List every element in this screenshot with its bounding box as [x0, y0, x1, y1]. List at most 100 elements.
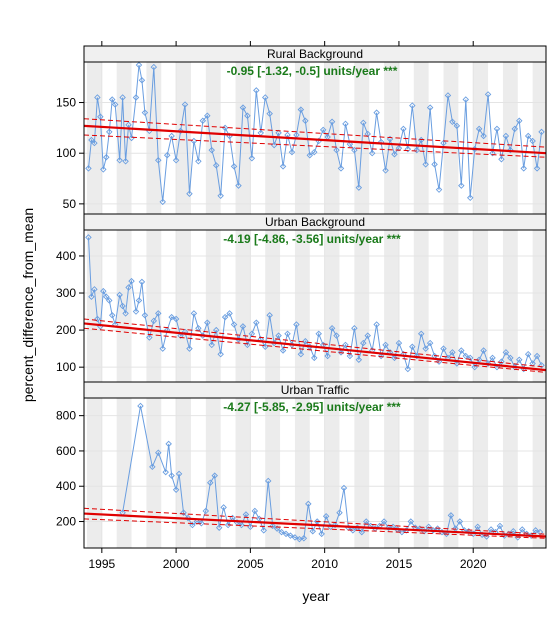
panel-title: Rural Background	[267, 47, 363, 61]
data-point	[520, 165, 527, 172]
data-point	[199, 117, 207, 125]
data-point	[135, 61, 143, 69]
data-point	[85, 234, 92, 241]
data-point	[135, 297, 143, 304]
data-point	[480, 132, 487, 140]
data-point	[239, 323, 247, 330]
year-stripe	[205, 398, 221, 548]
trend-ci-lower	[83, 134, 547, 158]
year-stripe	[265, 230, 281, 382]
data-point	[351, 325, 358, 332]
data-point	[116, 157, 123, 164]
data-point	[111, 101, 119, 108]
data-point	[302, 117, 309, 125]
year-stripe	[443, 398, 459, 548]
year-stripe	[473, 398, 489, 548]
y-axis-label: percent_difference_from_mean	[20, 208, 36, 402]
data-point	[132, 308, 140, 315]
data-point	[489, 149, 496, 157]
data-point	[346, 352, 354, 360]
data-point	[391, 354, 398, 362]
data-point	[217, 350, 224, 358]
data-point	[400, 125, 407, 133]
data-point	[467, 354, 474, 362]
x-tick-label: 2020	[460, 557, 487, 571]
data-point	[168, 472, 175, 479]
data-point	[220, 504, 227, 511]
trend-ci-lower	[83, 327, 547, 373]
data-point	[398, 528, 406, 536]
data-point	[253, 319, 260, 326]
data-point	[484, 360, 492, 367]
data-point	[239, 104, 247, 111]
data-point	[333, 332, 340, 339]
data-point	[159, 198, 166, 206]
data-point	[141, 312, 149, 319]
data-point	[261, 343, 269, 351]
data-point	[291, 534, 299, 541]
data-point	[88, 293, 95, 300]
data-point	[106, 297, 113, 304]
data-point	[337, 349, 345, 356]
y-tick-label: 100	[56, 146, 76, 160]
year-stripe	[413, 398, 429, 548]
data-point	[269, 522, 276, 530]
data-point	[533, 352, 541, 360]
data-point	[467, 194, 474, 202]
data-point	[487, 526, 495, 533]
data-point	[108, 96, 116, 103]
data-point	[302, 337, 309, 345]
data-point	[435, 358, 443, 365]
data-point	[226, 310, 233, 317]
data-point	[538, 128, 545, 136]
data-point	[266, 312, 273, 319]
year-stripe	[116, 230, 132, 382]
series-line	[88, 237, 542, 371]
year-stripe	[146, 398, 162, 548]
data-point	[155, 449, 162, 456]
data-point	[88, 136, 95, 144]
data-point	[119, 302, 126, 310]
data-point	[273, 525, 281, 532]
trend-ci-lower	[83, 518, 547, 539]
year-stripe	[324, 398, 340, 548]
data-point	[293, 321, 300, 328]
data-point	[529, 137, 536, 145]
data-point	[449, 118, 456, 126]
data-point	[458, 182, 465, 189]
data-point	[177, 332, 184, 339]
x-tick-label: 2005	[237, 557, 264, 571]
data-point	[417, 330, 425, 338]
data-point	[311, 354, 318, 362]
data-point	[91, 139, 98, 147]
data-point	[311, 148, 318, 156]
data-point	[266, 110, 273, 117]
data-point	[230, 321, 238, 328]
data-point	[380, 518, 388, 525]
data-point	[284, 330, 291, 338]
year-stripes	[86, 62, 546, 548]
data-point	[318, 530, 325, 538]
y-tick-label: 300	[56, 286, 76, 300]
year-stripe	[324, 62, 340, 214]
data-point	[212, 162, 220, 169]
data-point	[244, 112, 251, 119]
data-point	[351, 146, 358, 154]
data-point	[429, 527, 437, 534]
data-point	[413, 146, 420, 154]
data-point	[309, 527, 317, 535]
year-stripe	[502, 398, 518, 548]
data-point	[138, 77, 146, 84]
year-stripe	[146, 62, 162, 214]
year-stripe	[443, 62, 459, 214]
data-point	[426, 339, 434, 347]
data-point	[518, 526, 526, 533]
x-axis-label: year	[302, 588, 330, 604]
data-point	[100, 166, 107, 173]
data-point	[333, 146, 340, 154]
year-stripe	[532, 62, 546, 214]
data-point	[122, 310, 129, 317]
data-point	[342, 341, 349, 349]
data-point	[195, 158, 202, 165]
